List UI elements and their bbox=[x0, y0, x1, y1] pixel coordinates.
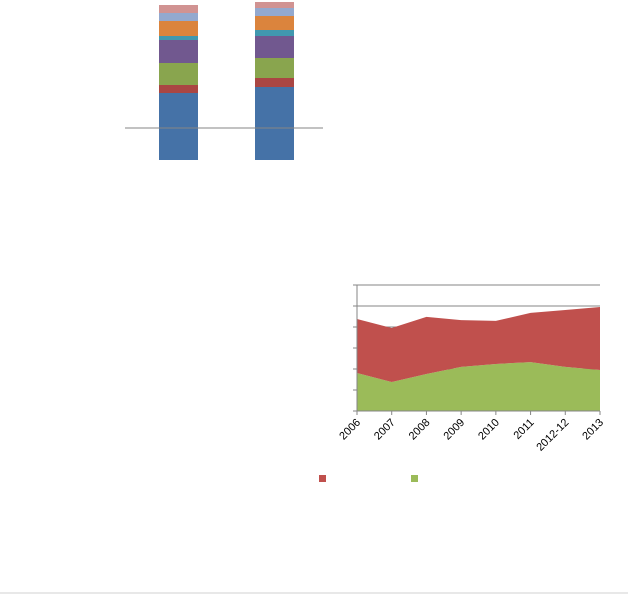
x-tick-label: 2009 bbox=[441, 417, 467, 443]
bar-segment bbox=[255, 58, 294, 78]
x-tick-label: 2006 bbox=[337, 417, 363, 443]
legend-swatch bbox=[319, 475, 326, 482]
x-tick-label: 2010 bbox=[476, 417, 502, 443]
bar-segment bbox=[159, 5, 198, 13]
bar-segment bbox=[255, 36, 294, 58]
bar-segment bbox=[255, 16, 294, 30]
bar-segment bbox=[159, 13, 198, 21]
bar-segment bbox=[159, 85, 198, 93]
x-tick-label: 2008 bbox=[407, 417, 433, 443]
legend-swatch bbox=[411, 475, 418, 482]
x-tick-label: 2011 bbox=[511, 417, 536, 442]
bar-segment bbox=[159, 21, 198, 36]
bar-segment bbox=[255, 2, 294, 8]
bar-segment bbox=[159, 63, 198, 85]
bar-segment bbox=[255, 78, 294, 87]
area bbox=[357, 307, 600, 383]
bar-segment bbox=[255, 30, 294, 36]
bar-segment bbox=[255, 87, 294, 160]
x-tick-label: 2007 bbox=[372, 417, 398, 443]
area bbox=[357, 362, 600, 411]
x-tick-label: 2013 bbox=[580, 417, 606, 443]
bar-segment bbox=[159, 40, 198, 63]
bar-segment bbox=[255, 8, 294, 16]
bar-segment bbox=[159, 93, 198, 160]
x-tick-label: 2012-12 bbox=[534, 417, 571, 454]
bar-segment bbox=[159, 36, 198, 40]
